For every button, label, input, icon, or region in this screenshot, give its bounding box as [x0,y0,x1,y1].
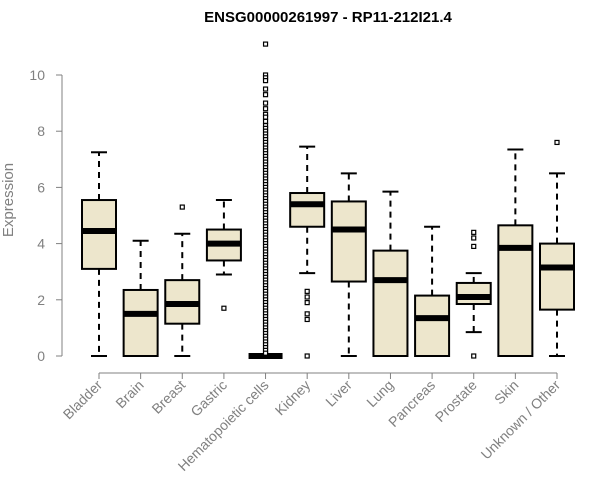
box-prostate [455,229,492,359]
x-tick-label: Liver [322,377,355,410]
box-kidney [289,145,326,359]
y-tick-label: 0 [37,348,45,364]
outlier-point [304,288,310,294]
box-lung [372,190,409,357]
chart-title: ENSG00000261997 - RP11-212I21.4 [204,9,452,26]
box-breast [164,204,201,357]
outlier-point [304,353,310,359]
outlier-point [262,100,269,106]
outlier-point [262,350,269,356]
x-tick-label: Bladder [60,377,106,423]
iqr-box [330,200,367,283]
y-tick-label: 6 [37,179,45,195]
outlier-point [262,41,269,47]
axes-group: 0 2 4 6 8 10 [29,67,558,379]
box-unknown-other [539,139,575,357]
boxes-group [81,41,575,359]
x-tick-label: Kidney [272,377,314,419]
box-hematopoietic-cells [248,41,283,359]
box-pancreas [414,225,451,357]
outlier-point [304,316,310,323]
y-tick-label: 8 [37,123,45,139]
y-axis-label: Expression [0,163,17,237]
iqr-box [455,281,492,306]
x-tick-label: Brain [112,377,146,411]
x-tick-label: Lung [363,377,396,410]
outlier-point [471,243,477,250]
y-tick-label: 2 [37,292,45,308]
outlier-point [262,86,269,92]
x-tick-label: Unknown / Other [478,377,564,463]
outlier-point [262,106,269,112]
outlier-point [262,118,269,124]
iqr-box [289,192,326,228]
outlier-point [262,92,269,98]
outlier-point [471,353,477,359]
iqr-box [81,199,117,270]
outlier-point [304,311,310,317]
x-tick-label: Breast [148,377,188,417]
outlier-point [262,114,269,120]
outlier-point [221,305,227,311]
outlier-point [179,204,185,210]
outlier-point [304,294,310,300]
x-tick-label: Skin [491,377,522,408]
outlier-point [554,139,560,146]
box-brain [122,239,159,357]
outlier-point [304,300,310,306]
box-skin [497,148,534,357]
iqr-box [539,242,575,311]
x-tick-label: Prostate [432,377,480,425]
y-tick-label: 4 [37,236,45,252]
y-tick-label: 10 [29,67,45,83]
box-liver [330,172,367,357]
outlier-point [471,229,477,235]
box-gastric [205,199,242,311]
iqr-box [122,288,159,357]
iqr-box [414,294,451,357]
outlier-point [262,78,269,84]
box-bladder [81,151,117,357]
iqr-box [372,249,409,357]
outlier-point [471,235,477,241]
